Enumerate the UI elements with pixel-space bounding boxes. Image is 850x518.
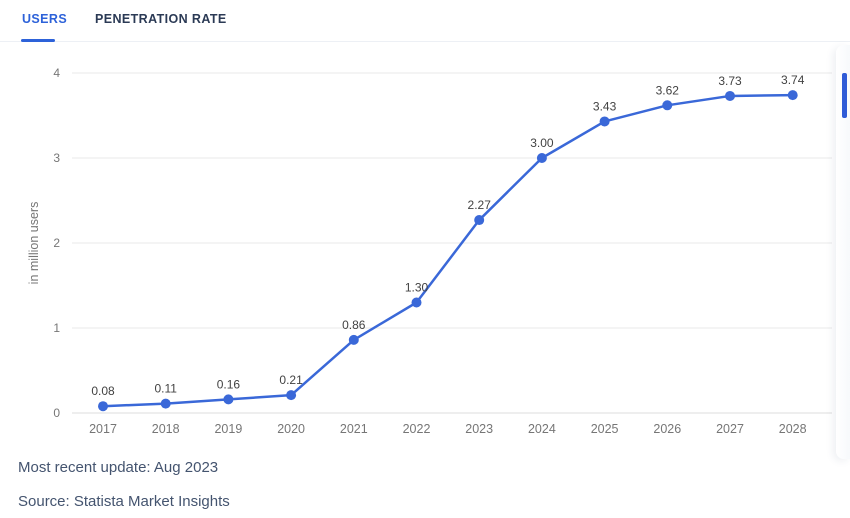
data-point-label: 0.16 [217, 377, 241, 391]
y-tick-label: 0 [53, 406, 60, 420]
data-point[interactable] [98, 401, 108, 412]
data-point[interactable] [662, 100, 673, 111]
data-point[interactable] [348, 334, 359, 345]
data-point[interactable] [160, 398, 171, 409]
series-line [101, 93, 794, 408]
data-point[interactable] [536, 153, 547, 163]
x-tick-label: 2017 [89, 422, 117, 436]
y-tick-label: 3 [53, 151, 60, 165]
data-point[interactable] [474, 215, 485, 226]
data-point-label: 1.30 [405, 281, 429, 295]
data-point-label: 0.86 [342, 318, 366, 332]
source-text: Source: Statista Market Insights [18, 493, 230, 510]
data-point-label: 0.08 [91, 384, 115, 398]
right-edge-panel [836, 45, 850, 459]
y-tick-label: 4 [53, 66, 60, 80]
data-point[interactable] [787, 90, 798, 101]
x-tick-label: 2022 [403, 422, 431, 436]
scrollbar-thumb[interactable] [842, 73, 847, 118]
data-point-label: 0.11 [154, 382, 177, 396]
data-point-label: 0.21 [279, 373, 303, 387]
data-point[interactable] [286, 390, 297, 401]
data-point-label: 3.73 [718, 74, 742, 88]
y-axis-title: in million users [27, 202, 41, 285]
most-recent-update-text: Most recent update: Aug 2023 [18, 459, 219, 476]
data-point[interactable] [599, 116, 610, 127]
tab-penetration-rate[interactable]: PENETRATION RATE [95, 12, 227, 26]
data-point[interactable] [223, 394, 234, 405]
x-tick-label: 2025 [591, 422, 619, 436]
x-tick-label: 2027 [716, 422, 744, 436]
x-tick-label: 2021 [340, 422, 368, 436]
data-point-label: 3.43 [593, 99, 617, 113]
data-point-label: 3.74 [781, 73, 805, 87]
x-tick-label: 2026 [653, 422, 681, 436]
active-tab-underline [21, 39, 55, 42]
y-tick-label: 1 [53, 321, 60, 335]
x-tick-label: 2023 [465, 422, 493, 436]
x-tick-label: 2020 [277, 422, 305, 436]
data-point-label: 3.00 [530, 136, 554, 150]
tab-users[interactable]: USERS [22, 12, 68, 26]
tab-bar: USERS PENETRATION RATE [0, 0, 850, 42]
data-point-label: 3.62 [656, 83, 680, 97]
x-tick-label: 2019 [214, 422, 242, 436]
x-tick-label: 2024 [528, 422, 556, 436]
data-point[interactable] [725, 90, 735, 101]
data-point-label: 2.27 [468, 198, 492, 212]
x-tick-label: 2028 [779, 422, 807, 436]
data-point[interactable] [411, 297, 422, 308]
line-chart: 0 1 2 3 4 in million users 2017 2018 2019 2020 202… [27, 66, 832, 436]
y-tick-label: 2 [53, 236, 60, 250]
x-tick-label: 2018 [152, 422, 180, 436]
chart-container: 0 1 2 3 4 in million users 2017 2018 2019 2020 202… [0, 42, 850, 446]
